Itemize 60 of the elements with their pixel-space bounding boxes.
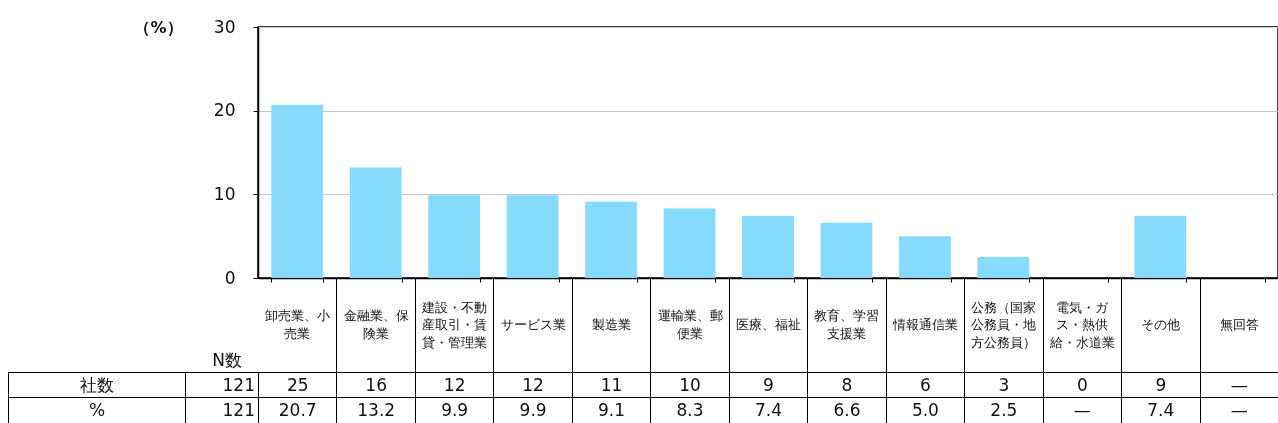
text: 121	[185, 397, 258, 423]
x-tick-label: その他	[1121, 278, 1200, 372]
text: 9	[1121, 372, 1200, 397]
text: 121	[185, 372, 258, 397]
bar	[349, 167, 402, 278]
text: 10	[650, 372, 729, 397]
data-label: 13.2	[336, 397, 415, 423]
text: %	[8, 397, 185, 423]
x-tick-label: 製造業	[571, 278, 651, 372]
bar	[585, 201, 637, 278]
x-tick-label: 無回答	[1199, 278, 1278, 372]
text: 0	[1042, 372, 1122, 397]
x-tick-label: 情報通信業	[885, 278, 965, 372]
text: —	[1073, 400, 1091, 421]
text: 11	[571, 372, 651, 397]
x-tick-label: 公務（国家公務員・地方公務員）	[964, 278, 1043, 372]
data-label: 20.7	[258, 397, 337, 423]
x-tick-label: 電気・ガス・熱供給・水道業	[1042, 278, 1122, 372]
y-tick-label: 30	[213, 16, 236, 37]
data-label: 9.9	[414, 397, 494, 423]
x-tick-label: 運輸業、郵便業	[650, 278, 729, 372]
data-label: 5.0	[885, 397, 965, 423]
x-tick-label: 建設・不動産取引・賃貸・管理業	[414, 278, 494, 372]
text: 12	[493, 372, 572, 397]
bar	[742, 216, 794, 278]
bar	[977, 257, 1030, 278]
x-tick-label: 金融業、保険業	[336, 278, 415, 372]
x-tick-label: 教育、学習支援業	[807, 278, 886, 372]
text: 9	[728, 372, 808, 397]
y-tick-label: 10	[213, 183, 236, 204]
text: 8	[807, 372, 886, 397]
y-tick-label: 0	[224, 267, 236, 288]
y-tick-label: 20	[213, 100, 236, 121]
text: 3	[964, 372, 1043, 397]
data-label: 9.9	[493, 397, 572, 423]
text: —	[1199, 372, 1278, 397]
y-axis-title: （%）	[134, 17, 183, 37]
data-label: 2.5	[964, 397, 1043, 423]
text: 6	[885, 372, 965, 397]
bar	[820, 222, 873, 278]
data-label: 8.3	[650, 397, 729, 423]
data-label: 6.6	[807, 397, 886, 423]
bar	[899, 236, 951, 278]
text: 25	[258, 372, 337, 397]
bar	[506, 195, 559, 278]
text: 12	[414, 372, 494, 397]
bar	[271, 104, 324, 278]
bar	[1134, 216, 1187, 278]
bar	[428, 195, 481, 278]
x-tick-label: サービス業	[493, 278, 572, 372]
text: N数	[212, 350, 242, 371]
text: 16	[336, 372, 415, 397]
bar	[663, 208, 716, 278]
text: 社数	[8, 372, 185, 397]
data-label: 7.4	[1121, 397, 1200, 423]
text: —	[1230, 400, 1248, 421]
x-tick-label: 卸売業、小売業	[263, 307, 331, 343]
data-label: 7.4	[728, 397, 808, 423]
data-label: 9.1	[571, 397, 651, 423]
x-tick-label: 医療、福祉	[728, 278, 808, 372]
